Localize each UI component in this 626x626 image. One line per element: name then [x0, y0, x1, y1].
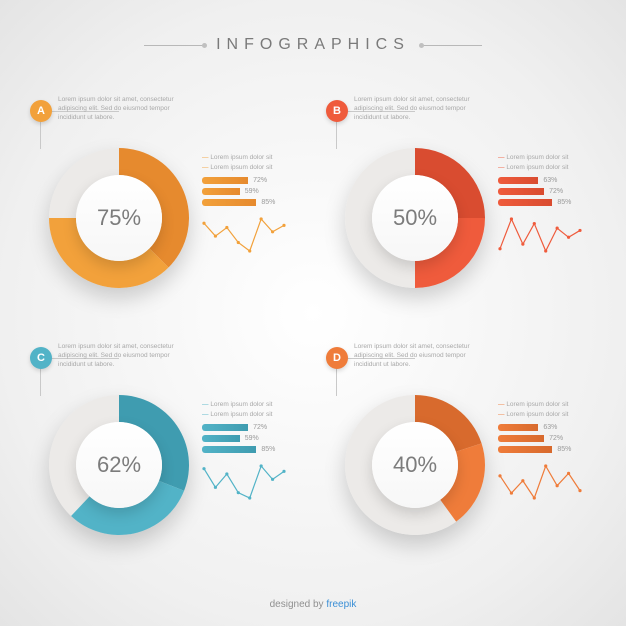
bullet-item: — Lorem ipsum dolor sit	[498, 411, 590, 418]
bar-fill	[498, 435, 544, 442]
panel-c: C Lorem ipsum dolor sit amet, consectetur…	[24, 337, 306, 566]
bar-row: 72%	[202, 424, 294, 431]
bar-row: 72%	[202, 177, 294, 184]
bar-fill	[202, 435, 240, 442]
bar-label: 59%	[245, 435, 259, 442]
panel-badge: B	[326, 100, 348, 122]
bullet-text: Lorem ipsum dolor sit	[506, 164, 568, 171]
title-divider-left	[144, 45, 204, 46]
sparkline-chart	[498, 461, 590, 506]
donut-chart: 62%	[49, 395, 189, 535]
page-title: INFOGRAPHICS	[216, 36, 410, 54]
bar-fill	[498, 446, 552, 453]
bullet-text: Lorem ipsum dolor sit	[210, 401, 272, 408]
footer-brand: freepik	[326, 599, 356, 610]
donut-percent-label: 50%	[372, 175, 458, 261]
panel-description: Lorem ipsum dolor sit amet, consectetur …	[58, 96, 198, 122]
panel-b: B Lorem ipsum dolor sit amet, consectetur…	[320, 90, 602, 319]
bar-label: 72%	[549, 435, 563, 442]
bullet-item: — Lorem ipsum dolor sit	[202, 154, 294, 161]
bar-row: 63%	[498, 424, 590, 431]
donut-percent-label: 75%	[76, 175, 162, 261]
bullet-item: — Lorem ipsum dolor sit	[202, 164, 294, 171]
bullet-list: — Lorem ipsum dolor sit — Lorem ipsum dol…	[202, 154, 294, 171]
panel-description: Lorem ipsum dolor sit amet, consectetur …	[354, 96, 494, 122]
bar-chart: 72% 59%85%	[202, 424, 294, 453]
title-divider-right	[422, 45, 482, 46]
bar-fill	[202, 199, 256, 206]
bar-label: 85%	[261, 446, 275, 453]
panel-a: A Lorem ipsum dolor sit amet, consectetur…	[24, 90, 306, 319]
bar-label: 72%	[253, 424, 267, 431]
bullet-item: — Lorem ipsum dolor sit	[202, 401, 294, 408]
bar-label: 85%	[557, 199, 571, 206]
bar-row: 85%	[498, 199, 590, 206]
bar-fill	[202, 424, 248, 431]
bar-row: 59%	[202, 435, 294, 442]
bar-chart: 63% 72% 85%	[498, 424, 590, 453]
sparkline-chart	[202, 461, 294, 506]
panel-side: — Lorem ipsum dolor sit — Lorem ipsum dol…	[498, 154, 590, 259]
panel-side: — Lorem ipsum dolor sit — Lorem ipsum dol…	[498, 401, 590, 506]
page-header: INFOGRAPHICS	[0, 0, 626, 54]
bullet-text: Lorem ipsum dolor sit	[506, 411, 568, 418]
bar-row: 72%	[498, 435, 590, 442]
bar-fill	[202, 177, 248, 184]
bar-label: 63%	[543, 424, 557, 431]
bar-fill	[202, 446, 256, 453]
bar-row: 85%	[498, 446, 590, 453]
bar-fill	[498, 188, 544, 195]
bar-label: 85%	[261, 199, 275, 206]
donut-percent-label: 40%	[372, 422, 458, 508]
bullet-text: Lorem ipsum dolor sit	[210, 164, 272, 171]
panel-description: Lorem ipsum dolor sit amet, consectetur …	[58, 343, 198, 369]
bar-label: 59%	[245, 188, 259, 195]
panel-description: Lorem ipsum dolor sit amet, consectetur …	[354, 343, 494, 369]
panel-d: D Lorem ipsum dolor sit amet, consectetur…	[320, 337, 602, 566]
panel-side: — Lorem ipsum dolor sit — Lorem ipsum dol…	[202, 154, 294, 259]
bullet-text: Lorem ipsum dolor sit	[210, 154, 272, 161]
bar-row: 63%	[498, 177, 590, 184]
panel-badge: C	[30, 347, 52, 369]
bullet-item: — Lorem ipsum dolor sit	[202, 411, 294, 418]
bullet-text: Lorem ipsum dolor sit	[506, 401, 568, 408]
bar-row: 85%	[202, 199, 294, 206]
bullet-list: — Lorem ipsum dolor sit — Lorem ipsum dol…	[498, 154, 590, 171]
bar-fill	[202, 188, 240, 195]
bar-row: 59%	[202, 188, 294, 195]
bullet-item: — Lorem ipsum dolor sit	[498, 154, 590, 161]
bar-fill	[498, 199, 552, 206]
donut-chart: 50%	[345, 148, 485, 288]
donut-percent-label: 62%	[76, 422, 162, 508]
bullet-text: Lorem ipsum dolor sit	[210, 411, 272, 418]
bar-chart: 72% 59%85%	[202, 177, 294, 206]
footer-prefix: designed by	[270, 599, 327, 610]
bar-fill	[498, 177, 538, 184]
bullet-item: — Lorem ipsum dolor sit	[498, 401, 590, 408]
bar-chart: 63% 72% 85%	[498, 177, 590, 206]
bar-label: 85%	[557, 446, 571, 453]
bar-row: 85%	[202, 446, 294, 453]
panel-badge: A	[30, 100, 52, 122]
donut-chart: 75%	[49, 148, 189, 288]
bar-label: 63%	[543, 177, 557, 184]
panel-grid: A Lorem ipsum dolor sit amet, consectetur…	[24, 90, 602, 566]
bullet-text: Lorem ipsum dolor sit	[506, 154, 568, 161]
sparkline-chart	[498, 214, 590, 259]
bar-fill	[498, 424, 538, 431]
bullet-item: — Lorem ipsum dolor sit	[498, 164, 590, 171]
footer: designed by freepik	[0, 599, 626, 610]
bar-label: 72%	[253, 177, 267, 184]
bullet-list: — Lorem ipsum dolor sit — Lorem ipsum dol…	[498, 401, 590, 418]
bar-label: 72%	[549, 188, 563, 195]
sparkline-chart	[202, 214, 294, 259]
donut-chart: 40%	[345, 395, 485, 535]
bullet-list: — Lorem ipsum dolor sit — Lorem ipsum dol…	[202, 401, 294, 418]
bar-row: 72%	[498, 188, 590, 195]
panel-side: — Lorem ipsum dolor sit — Lorem ipsum dol…	[202, 401, 294, 506]
panel-badge: D	[326, 347, 348, 369]
